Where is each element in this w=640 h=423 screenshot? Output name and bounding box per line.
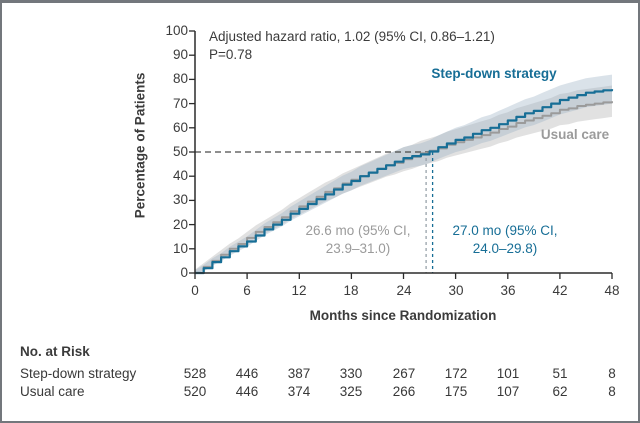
- x-tick-label: 36: [500, 283, 516, 298]
- risk-value: 446: [235, 366, 259, 381]
- x-tick-label: 6: [243, 283, 251, 298]
- risk-value: 446: [235, 384, 259, 399]
- x-tick-label: 48: [604, 283, 620, 298]
- risk-table-heading: No. at Risk: [20, 344, 90, 359]
- y-tick-label: 20: [172, 217, 188, 232]
- risk-value: 8: [608, 366, 616, 381]
- confidence-band: [195, 85, 612, 273]
- risk-row-label: Step-down strategy: [20, 366, 137, 381]
- step-down-curve-label: Step-down strategy: [431, 66, 557, 81]
- step-down-median-line2: 24.0–29.8): [472, 241, 538, 256]
- y-tick-label: 0: [180, 265, 188, 280]
- y-tick-label: 100: [165, 23, 188, 38]
- step-down-median-line1: 27.0 mo (95% CI,: [452, 223, 558, 238]
- risk-value: 172: [444, 366, 468, 381]
- y-tick-label: 10: [172, 241, 188, 256]
- y-tick-label: 70: [172, 96, 188, 111]
- risk-value: 330: [339, 366, 363, 381]
- step-down-curve: [195, 89, 614, 275]
- x-axis-title: Months since Randomization: [309, 308, 497, 323]
- x-tick-label: 42: [552, 283, 568, 298]
- y-tick-label: 30: [172, 192, 188, 207]
- risk-value: 101: [496, 366, 520, 381]
- x-tick-label: 18: [343, 283, 359, 298]
- risk-row-label: Usual care: [20, 384, 85, 399]
- risk-value: 374: [287, 384, 311, 399]
- y-tick-label: 80: [172, 71, 188, 86]
- hazard-ratio-annotation: Adjusted hazard ratio, 1.02 (95% CI, 0.8…: [209, 29, 495, 44]
- risk-value: 107: [496, 384, 520, 399]
- risk-value: 8: [608, 384, 616, 399]
- y-axis-title: Percentage of Patients: [132, 72, 148, 219]
- p-value-annotation: P=0.78: [209, 47, 253, 62]
- risk-value: 520: [183, 384, 207, 399]
- risk-value: 387: [287, 366, 311, 381]
- usual-care-median-line2: 23.9–31.0): [325, 241, 391, 256]
- x-tick-label: 12: [291, 283, 307, 298]
- risk-value: 51: [552, 366, 568, 381]
- risk-value: 528: [183, 366, 207, 381]
- risk-value: 62: [552, 384, 568, 399]
- x-tick-label: 30: [448, 283, 464, 298]
- x-tick-label: 24: [396, 283, 412, 298]
- survival-curve-chart: [189, 30, 614, 279]
- y-tick-label: 40: [172, 168, 188, 183]
- risk-value: 266: [392, 384, 416, 399]
- risk-value: 325: [339, 384, 363, 399]
- usual-care-curve-label: Usual care: [540, 127, 610, 142]
- y-tick-label: 60: [172, 120, 188, 135]
- risk-value: 175: [444, 384, 468, 399]
- risk-value: 267: [392, 366, 416, 381]
- usual-care-median-line1: 26.6 mo (95% CI,: [305, 223, 411, 238]
- x-tick-label: 0: [191, 283, 199, 298]
- y-tick-label: 90: [172, 47, 188, 62]
- y-tick-label: 50: [172, 144, 188, 159]
